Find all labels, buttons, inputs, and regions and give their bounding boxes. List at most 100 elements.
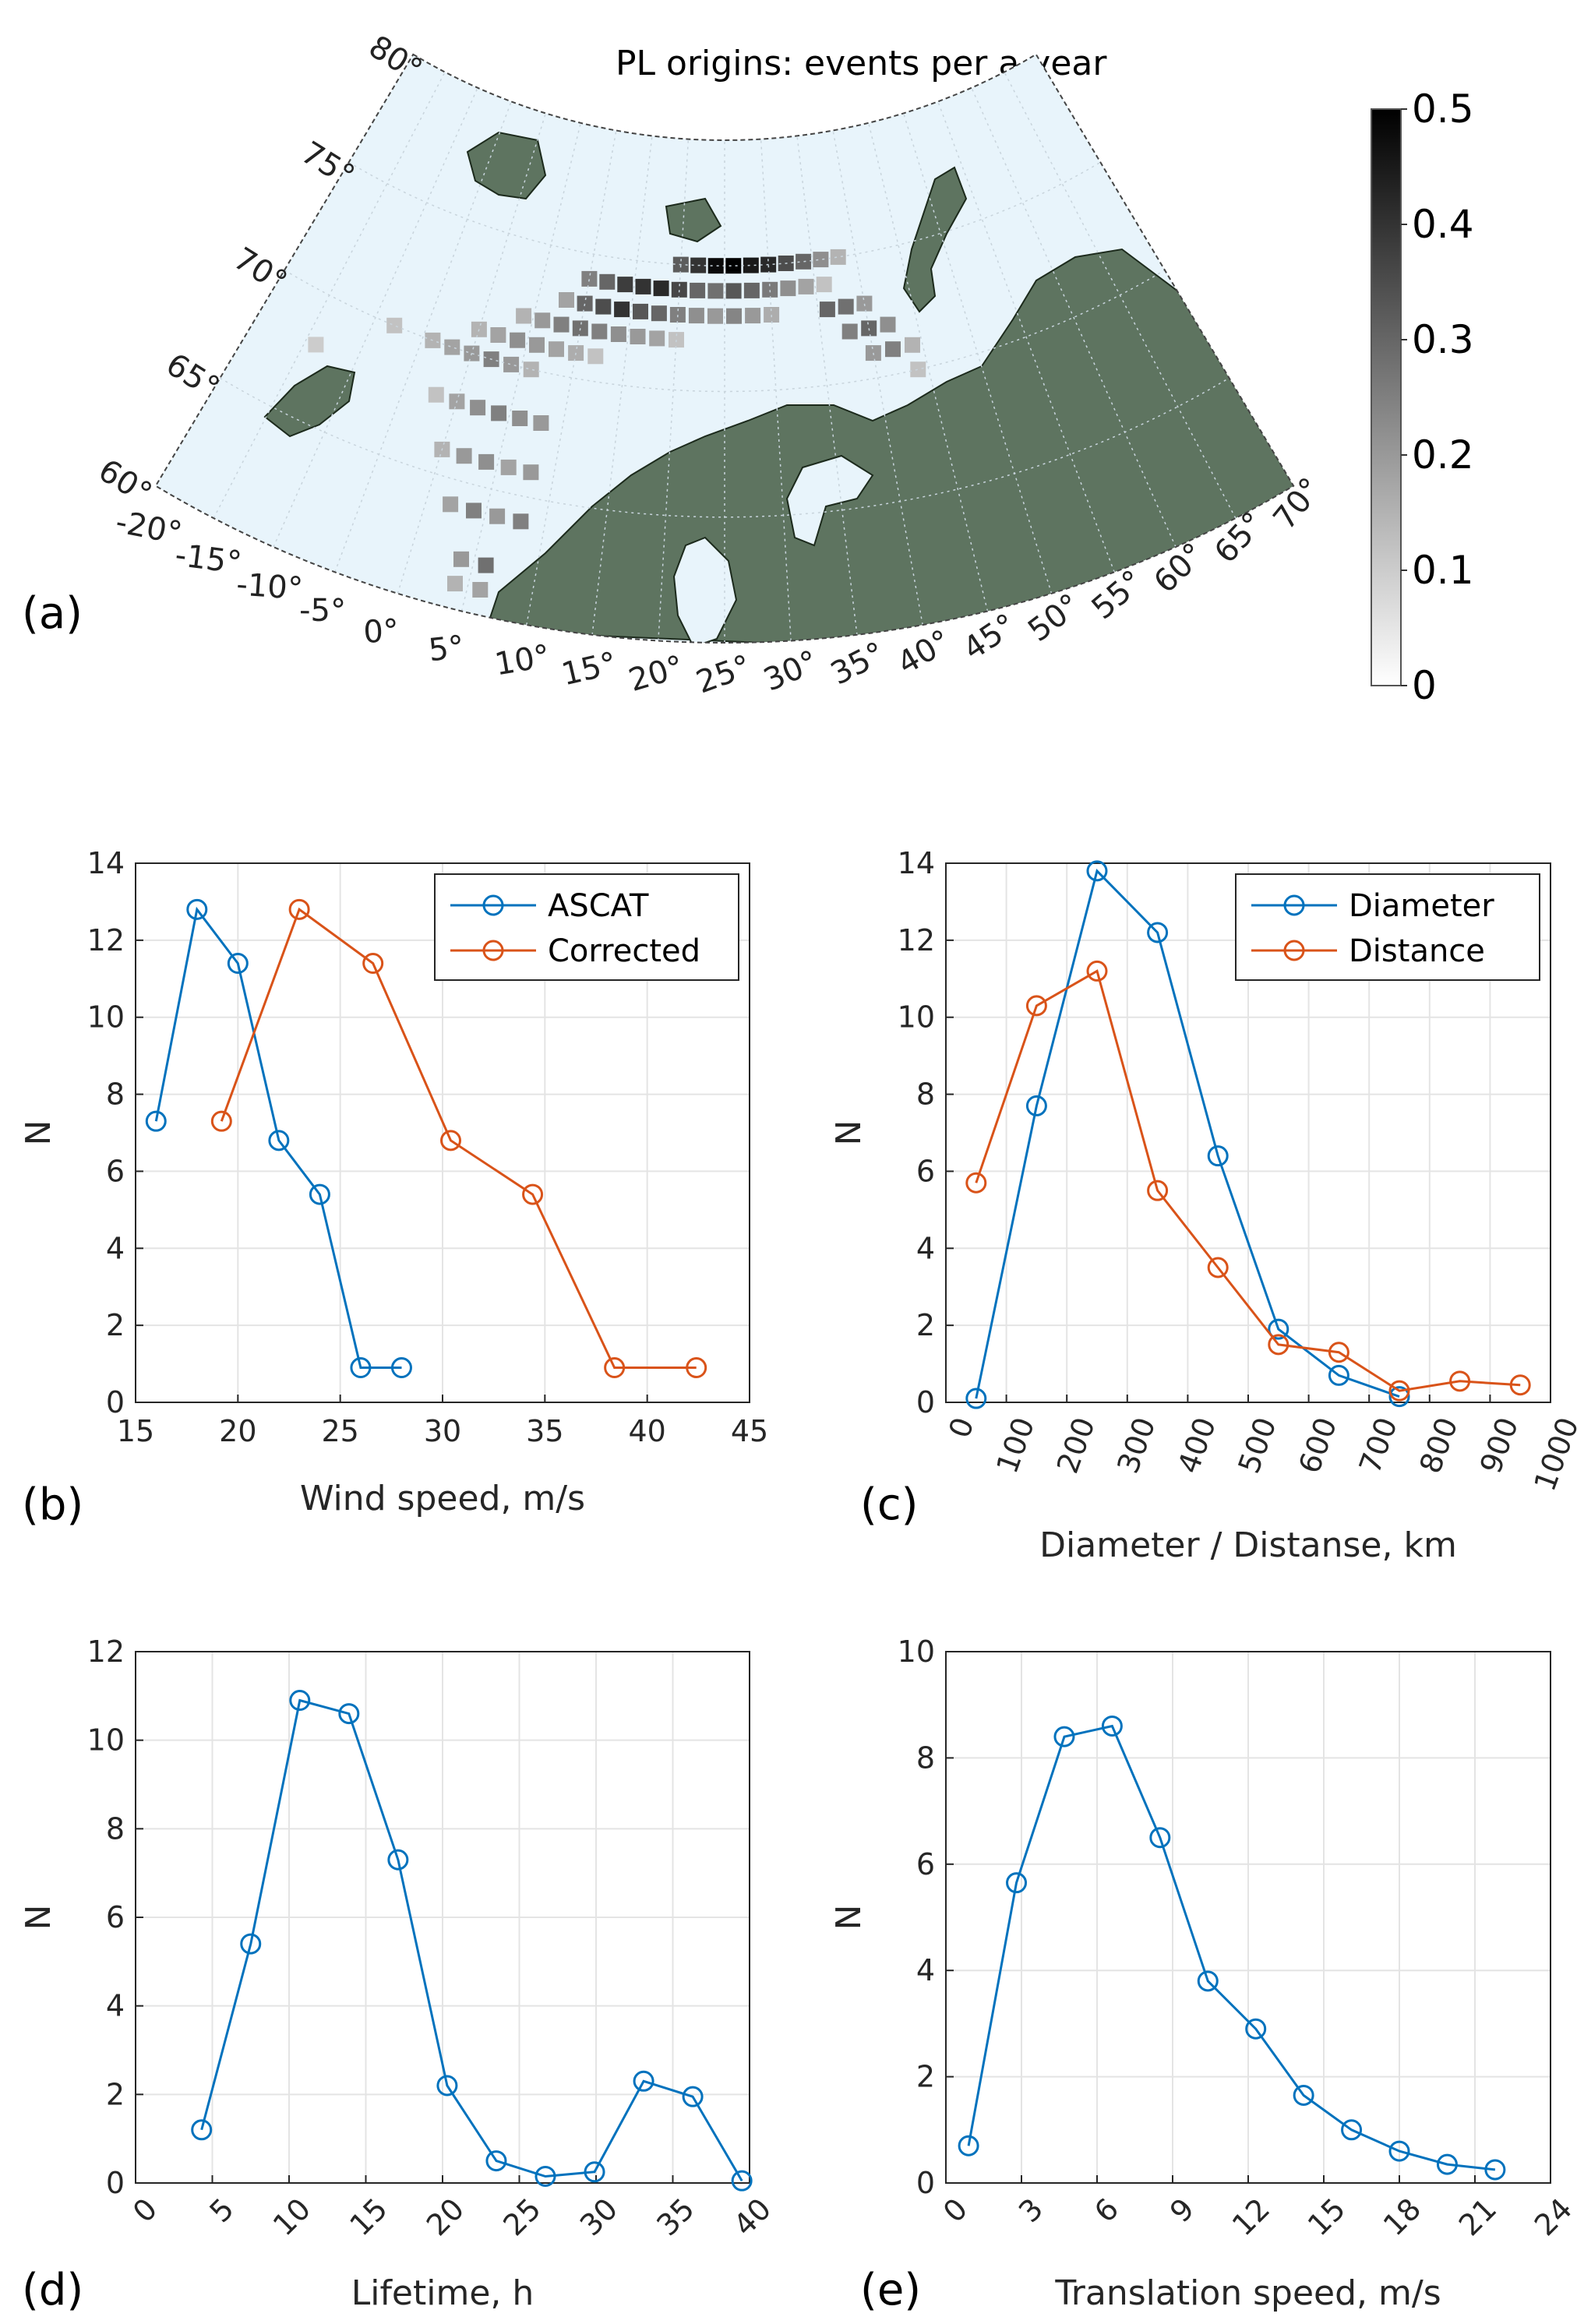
legend-label: Distance <box>1349 933 1485 969</box>
map-cell <box>523 464 539 481</box>
y-tick-label: 8 <box>916 1077 935 1112</box>
colorbar-tick-label: 0.4 <box>1412 202 1474 247</box>
map-cell <box>591 323 608 340</box>
x-axis-label: Diameter / Distanse, km <box>1039 1525 1457 1565</box>
x-tick-label: 35 <box>650 2192 700 2242</box>
x-tick-label: 30 <box>424 1414 461 1448</box>
x-tick-label: 45 <box>731 1414 768 1448</box>
map-cell <box>516 308 532 324</box>
data-point <box>1006 1872 1028 1894</box>
legend-label: Corrected <box>548 933 700 969</box>
meridian-line <box>273 87 478 548</box>
map-cell <box>503 356 520 372</box>
data-point <box>1388 1386 1410 1408</box>
meridian-line <box>397 113 547 594</box>
x-tick-label: 500 <box>1232 1413 1283 1478</box>
x-tick-label: 40 <box>628 1414 665 1448</box>
map-cell <box>614 302 630 318</box>
y-tick-label: 12 <box>87 923 125 957</box>
map-cell <box>512 411 528 426</box>
map-cell <box>599 273 616 290</box>
data-point <box>682 2086 704 2107</box>
y-tick-label: 10 <box>898 1000 935 1035</box>
data-point <box>338 1703 360 1725</box>
colorbar <box>1371 108 1402 686</box>
meridian-line <box>658 139 690 641</box>
x-tick-label: 12 <box>1226 2192 1276 2242</box>
map-cell <box>671 281 687 298</box>
data-point <box>1086 960 1108 982</box>
map-cell <box>617 277 633 293</box>
chart-c: 0 2 4 6 8 10 12 14 0 100 200 300 400 500 600 700 800 900 1… <box>829 846 1577 1565</box>
y-tick-label: 6 <box>106 1154 125 1188</box>
map-cell <box>856 295 873 312</box>
y-tick-label: 0 <box>916 1385 935 1419</box>
data-point <box>686 1357 707 1379</box>
x-tick-label: 15 <box>343 2192 393 2242</box>
map-cell <box>610 326 626 342</box>
y-tick-label: 0 <box>106 2166 125 2200</box>
svalbard-east-land <box>665 197 722 243</box>
map-cell <box>386 317 403 333</box>
data-point <box>958 2135 979 2156</box>
data-point <box>210 1110 232 1132</box>
map-cell <box>491 405 507 421</box>
x-tick-label: 600 <box>1292 1413 1343 1478</box>
meridian-line <box>760 139 792 641</box>
legend-marker <box>482 894 504 916</box>
map-cell <box>745 308 761 324</box>
lon-label: 5° <box>427 629 466 669</box>
map-cell <box>443 496 459 513</box>
map-cell <box>690 282 706 298</box>
map-cell <box>838 298 854 315</box>
map-cell <box>489 508 506 524</box>
x-tick-label: 15 <box>117 1414 154 1448</box>
lon-label: 45° <box>957 607 1023 668</box>
lon-label: -5° <box>299 593 346 629</box>
legend-label: ASCAT <box>548 888 649 924</box>
map-cell <box>880 316 896 333</box>
series-line <box>154 906 402 1369</box>
data-point <box>1268 1318 1289 1340</box>
data-point <box>309 1183 330 1205</box>
data-point <box>1449 1370 1471 1392</box>
data-point <box>584 2161 605 2183</box>
map-cell <box>830 249 846 265</box>
chart-d: 0 2 4 6 8 10 12 0 5 10 15 20 25 30 35 40 N Lifetime, h (d) <box>19 1635 778 2315</box>
data-point <box>534 2165 556 2187</box>
map-cell <box>762 281 778 298</box>
data-point <box>390 1357 412 1379</box>
white-sea-water <box>785 454 874 547</box>
map-cell <box>523 361 539 378</box>
data-point <box>965 1388 987 1409</box>
y-axis-label: N <box>829 1905 869 1931</box>
x-tick-label: 30 <box>573 2192 624 2242</box>
data-point <box>1053 1726 1075 1747</box>
lon-label: -15° <box>173 538 244 582</box>
lon-label: 40° <box>891 623 957 682</box>
data-point <box>522 1183 544 1205</box>
panel-label-a: (a) <box>22 588 83 639</box>
x-tick-label: 3 <box>1012 2192 1050 2229</box>
data-point <box>1293 2084 1314 2106</box>
meridian-line <box>334 101 512 573</box>
map-cell <box>905 337 920 353</box>
x-tick-label: 200 <box>1050 1413 1102 1478</box>
colorbar-ticks: 0 0.1 0.2 0.3 0.4 0.5 <box>1401 86 1474 708</box>
colorbar-tick-label: 0.1 <box>1412 548 1474 593</box>
map-cell <box>500 459 517 475</box>
y-tick-label: 2 <box>916 1308 935 1342</box>
map-cell <box>595 298 612 315</box>
x-tick-label: 700 <box>1353 1413 1404 1478</box>
y-tick-label: 6 <box>916 1847 935 1881</box>
colorbar-tick-label: 0 <box>1412 663 1437 708</box>
meridian-line <box>902 113 1053 594</box>
map-cell <box>669 307 686 323</box>
data-point <box>1025 1095 1047 1116</box>
data-point <box>1197 1970 1219 1992</box>
data-point <box>387 1849 409 1871</box>
meridian-line <box>796 136 858 635</box>
legend-box <box>1235 873 1540 981</box>
